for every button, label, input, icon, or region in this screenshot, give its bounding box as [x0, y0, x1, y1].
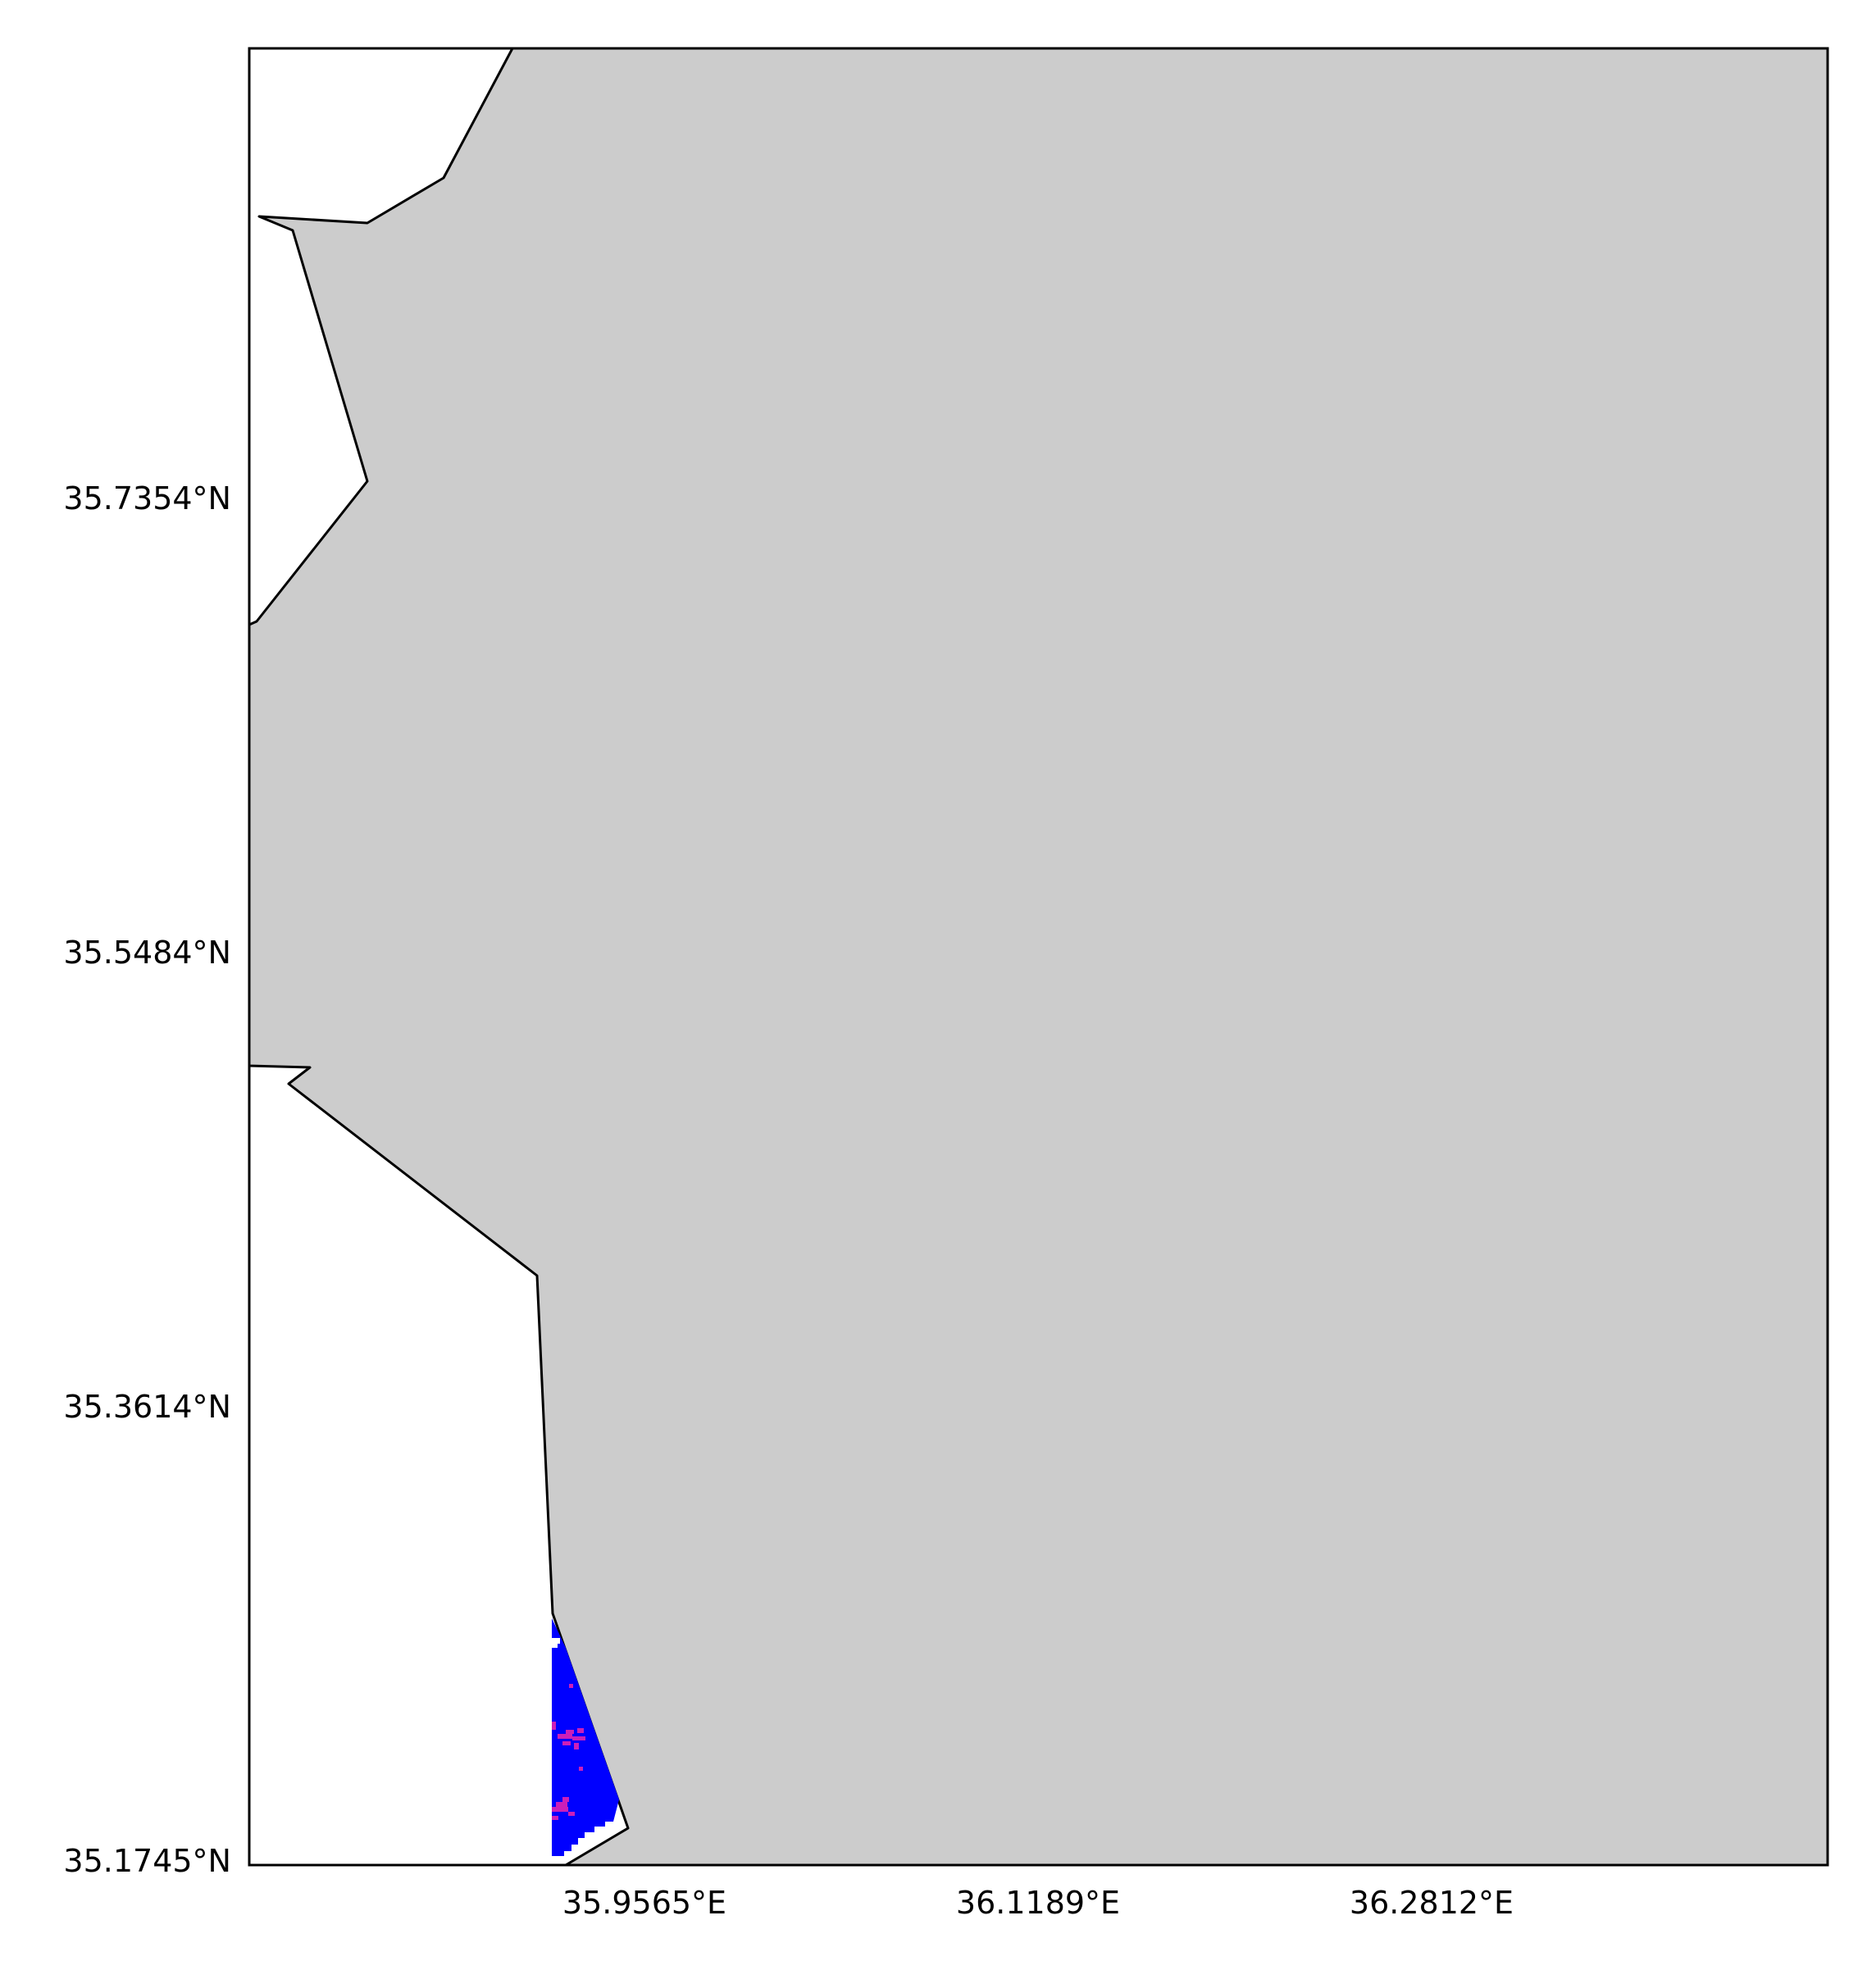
lon-tick-label: 35.9565°E: [562, 1885, 726, 1921]
data-hotspots: [552, 1684, 585, 1820]
longitude-axis: 35.9565°E 36.1189°E 36.2812°E: [562, 1885, 1514, 1921]
lat-tick-label: 35.3614°N: [63, 1389, 231, 1425]
map-frame: [248, 47, 1829, 1867]
latitude-axis: 35.7354°N 35.5484°N 35.3614°N 35.1745°N: [63, 480, 231, 1879]
lon-tick-label: 36.2812°E: [1350, 1885, 1514, 1921]
data-overlay: [552, 1618, 619, 1856]
lat-tick-label: 35.5484°N: [63, 935, 231, 971]
data-gap: [552, 1638, 560, 1644]
lat-tick-label: 35.1745°N: [63, 1843, 231, 1879]
lon-tick-label: 36.1189°E: [956, 1885, 1120, 1921]
lat-tick-label: 35.7354°N: [63, 480, 231, 516]
